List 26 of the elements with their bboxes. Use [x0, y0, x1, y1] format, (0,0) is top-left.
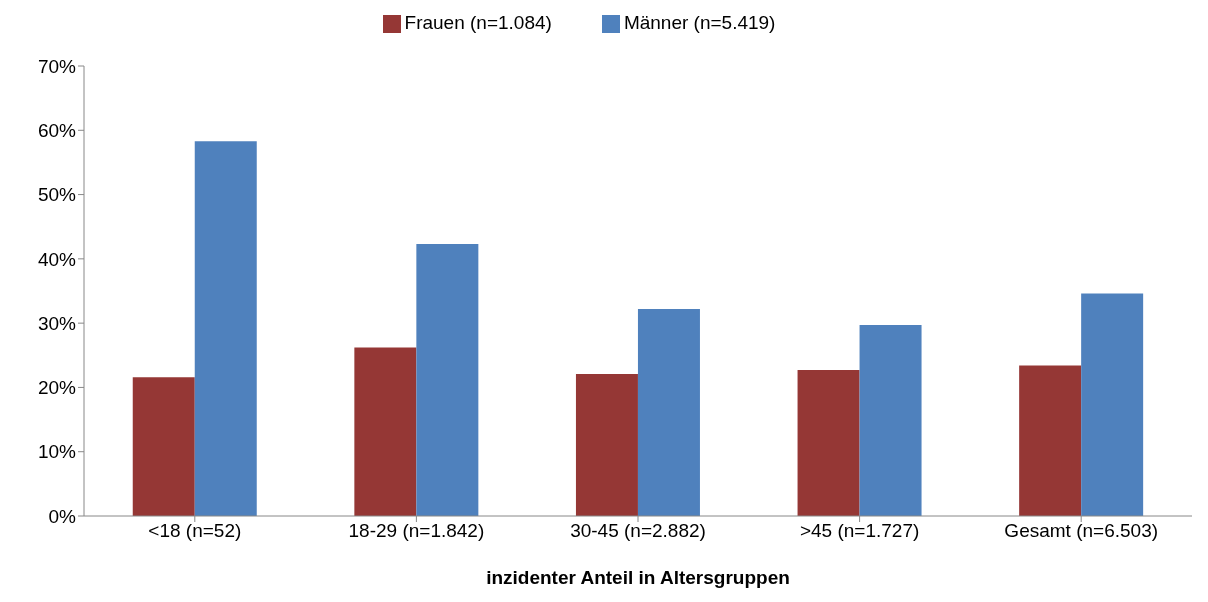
bar — [575, 373, 638, 516]
bar — [859, 325, 922, 516]
x-tick-label: >45 (n=1.727) — [799, 520, 920, 542]
legend-label: Frauen (n=1.084) — [404, 12, 552, 33]
x-axis-title: inzidenter Anteil in Altersgruppen — [486, 567, 790, 588]
y-tick-label: 60% — [37, 120, 77, 142]
y-tick-label: 70% — [37, 55, 77, 77]
bar — [416, 244, 479, 516]
bar — [132, 377, 195, 516]
x-tick-label: <18 (n=52) — [148, 520, 242, 542]
bar — [1081, 293, 1144, 516]
y-tick-label: 20% — [37, 377, 77, 399]
y-tick-label: 0% — [48, 505, 77, 527]
y-tick-label: 40% — [37, 248, 77, 270]
bar — [1019, 365, 1082, 516]
bar — [354, 347, 417, 516]
x-tick-label: Gesamt (n=6.503) — [1004, 520, 1159, 542]
y-tick-label: 10% — [37, 441, 77, 463]
legend-label: Männer (n=5.419) — [623, 12, 776, 33]
bar — [194, 141, 257, 516]
bar — [637, 309, 700, 516]
y-tick-label: 50% — [37, 184, 77, 206]
x-tick-label: 18-29 (n=1.842) — [348, 520, 485, 542]
bar — [797, 370, 860, 516]
y-tick-label: 30% — [37, 312, 77, 334]
x-tick-label: 30-45 (n=2.882) — [570, 520, 706, 542]
